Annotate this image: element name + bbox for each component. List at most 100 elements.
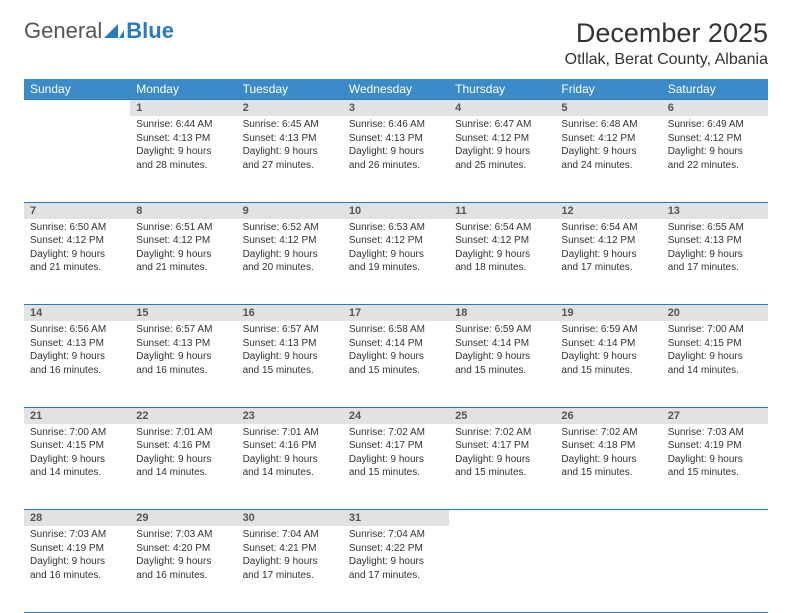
- day-number-cell: 14: [24, 305, 130, 322]
- day-info-line: Sunset: 4:12 PM: [243, 234, 337, 248]
- day-info-line: Sunrise: 7:02 AM: [455, 426, 549, 440]
- day-number-row: 21222324252627: [24, 407, 768, 424]
- day-info-line: Daylight: 9 hours and 15 minutes.: [455, 350, 549, 377]
- day-info-line: Sunset: 4:13 PM: [349, 132, 443, 146]
- day-info-line: Daylight: 9 hours and 21 minutes.: [136, 248, 230, 275]
- day-info-line: Daylight: 9 hours and 22 minutes.: [668, 145, 762, 172]
- day-number-cell: 18: [449, 305, 555, 322]
- day-cell: Sunrise: 7:03 AMSunset: 4:19 PMDaylight:…: [24, 526, 130, 612]
- day-info-line: Daylight: 9 hours and 16 minutes.: [30, 350, 124, 377]
- day-cell: Sunrise: 7:02 AMSunset: 4:17 PMDaylight:…: [449, 424, 555, 510]
- day-cell: [662, 526, 768, 612]
- day-cell: Sunrise: 7:02 AMSunset: 4:18 PMDaylight:…: [555, 424, 661, 510]
- day-info-line: Daylight: 9 hours and 16 minutes.: [136, 555, 230, 582]
- day-cell: Sunrise: 7:01 AMSunset: 4:16 PMDaylight:…: [130, 424, 236, 510]
- week-row: Sunrise: 6:44 AMSunset: 4:13 PMDaylight:…: [24, 116, 768, 202]
- day-info-line: Daylight: 9 hours and 17 minutes.: [349, 555, 443, 582]
- day-cell: Sunrise: 6:59 AMSunset: 4:14 PMDaylight:…: [555, 321, 661, 407]
- day-number-cell: 10: [343, 202, 449, 219]
- day-header: Sunday: [24, 79, 130, 100]
- day-info-line: Sunset: 4:14 PM: [561, 337, 655, 351]
- day-number-cell: 8: [130, 202, 236, 219]
- day-cell: Sunrise: 6:57 AMSunset: 4:13 PMDaylight:…: [130, 321, 236, 407]
- day-number-cell: 28: [24, 510, 130, 527]
- day-info-line: Daylight: 9 hours and 20 minutes.: [243, 248, 337, 275]
- day-number-cell: [449, 510, 555, 527]
- day-cell: Sunrise: 7:01 AMSunset: 4:16 PMDaylight:…: [237, 424, 343, 510]
- day-number-cell: 21: [24, 407, 130, 424]
- day-header: Wednesday: [343, 79, 449, 100]
- day-number-cell: 29: [130, 510, 236, 527]
- day-info-line: Sunset: 4:12 PM: [30, 234, 124, 248]
- day-info-line: Sunset: 4:15 PM: [30, 439, 124, 453]
- day-info-line: Sunrise: 6:46 AM: [349, 118, 443, 132]
- day-cell: Sunrise: 6:57 AMSunset: 4:13 PMDaylight:…: [237, 321, 343, 407]
- day-header-row: SundayMondayTuesdayWednesdayThursdayFrid…: [24, 79, 768, 100]
- page-title: December 2025: [565, 18, 768, 49]
- logo-text-general: General: [24, 18, 102, 44]
- day-number-cell: 11: [449, 202, 555, 219]
- day-info-line: Sunrise: 6:58 AM: [349, 323, 443, 337]
- day-info-line: Sunrise: 6:56 AM: [30, 323, 124, 337]
- day-info-line: Sunrise: 6:50 AM: [30, 221, 124, 235]
- day-number-row: 123456: [24, 100, 768, 117]
- day-info-line: Sunset: 4:12 PM: [455, 234, 549, 248]
- day-number-cell: 17: [343, 305, 449, 322]
- day-info-line: Sunrise: 6:49 AM: [668, 118, 762, 132]
- day-cell: Sunrise: 6:48 AMSunset: 4:12 PMDaylight:…: [555, 116, 661, 202]
- day-number-row: 78910111213: [24, 202, 768, 219]
- day-info-line: Sunrise: 6:47 AM: [455, 118, 549, 132]
- day-header: Thursday: [449, 79, 555, 100]
- day-number-cell: 12: [555, 202, 661, 219]
- logo: General Blue: [24, 18, 174, 44]
- day-number-cell: 9: [237, 202, 343, 219]
- day-info-line: Daylight: 9 hours and 24 minutes.: [561, 145, 655, 172]
- day-cell: Sunrise: 7:04 AMSunset: 4:21 PMDaylight:…: [237, 526, 343, 612]
- day-info-line: Sunset: 4:16 PM: [136, 439, 230, 453]
- day-number-cell: 2: [237, 100, 343, 117]
- day-info-line: Sunset: 4:20 PM: [136, 542, 230, 556]
- day-cell: Sunrise: 6:47 AMSunset: 4:12 PMDaylight:…: [449, 116, 555, 202]
- day-info-line: Sunrise: 7:04 AM: [243, 528, 337, 542]
- day-info-line: Sunset: 4:12 PM: [455, 132, 549, 146]
- day-info-line: Daylight: 9 hours and 16 minutes.: [30, 555, 124, 582]
- day-header: Saturday: [662, 79, 768, 100]
- day-info-line: Sunrise: 7:03 AM: [30, 528, 124, 542]
- day-info-line: Sunrise: 7:02 AM: [561, 426, 655, 440]
- day-number-cell: 23: [237, 407, 343, 424]
- day-info-line: Sunrise: 7:04 AM: [349, 528, 443, 542]
- week-row: Sunrise: 6:56 AMSunset: 4:13 PMDaylight:…: [24, 321, 768, 407]
- day-info-line: Daylight: 9 hours and 19 minutes.: [349, 248, 443, 275]
- day-info-line: Daylight: 9 hours and 21 minutes.: [30, 248, 124, 275]
- day-info-line: Sunrise: 6:44 AM: [136, 118, 230, 132]
- day-info-line: Sunset: 4:15 PM: [668, 337, 762, 351]
- week-row: Sunrise: 7:03 AMSunset: 4:19 PMDaylight:…: [24, 526, 768, 612]
- day-info-line: Daylight: 9 hours and 18 minutes.: [455, 248, 549, 275]
- day-info-line: Sunset: 4:13 PM: [668, 234, 762, 248]
- day-info-line: Daylight: 9 hours and 26 minutes.: [349, 145, 443, 172]
- week-row: Sunrise: 6:50 AMSunset: 4:12 PMDaylight:…: [24, 219, 768, 305]
- day-cell: Sunrise: 6:55 AMSunset: 4:13 PMDaylight:…: [662, 219, 768, 305]
- day-header: Friday: [555, 79, 661, 100]
- day-info-line: Sunset: 4:16 PM: [243, 439, 337, 453]
- day-cell: Sunrise: 6:58 AMSunset: 4:14 PMDaylight:…: [343, 321, 449, 407]
- day-info-line: Sunset: 4:14 PM: [455, 337, 549, 351]
- day-cell: Sunrise: 7:03 AMSunset: 4:19 PMDaylight:…: [662, 424, 768, 510]
- day-info-line: Sunset: 4:12 PM: [349, 234, 443, 248]
- day-info-line: Sunset: 4:13 PM: [136, 132, 230, 146]
- day-info-line: Sunrise: 6:54 AM: [455, 221, 549, 235]
- day-number-cell: 27: [662, 407, 768, 424]
- day-cell: [24, 116, 130, 202]
- day-info-line: Sunrise: 6:59 AM: [455, 323, 549, 337]
- title-block: December 2025 Otllak, Berat County, Alba…: [565, 18, 768, 69]
- header: General Blue December 2025 Otllak, Berat…: [24, 18, 768, 69]
- week-row: Sunrise: 7:00 AMSunset: 4:15 PMDaylight:…: [24, 424, 768, 510]
- day-info-line: Daylight: 9 hours and 15 minutes.: [455, 453, 549, 480]
- day-info-line: Sunset: 4:13 PM: [30, 337, 124, 351]
- day-number-cell: 16: [237, 305, 343, 322]
- day-info-line: Daylight: 9 hours and 14 minutes.: [243, 453, 337, 480]
- day-number-cell: 22: [130, 407, 236, 424]
- day-info-line: Sunrise: 7:01 AM: [136, 426, 230, 440]
- day-info-line: Sunset: 4:12 PM: [136, 234, 230, 248]
- day-number-cell: 15: [130, 305, 236, 322]
